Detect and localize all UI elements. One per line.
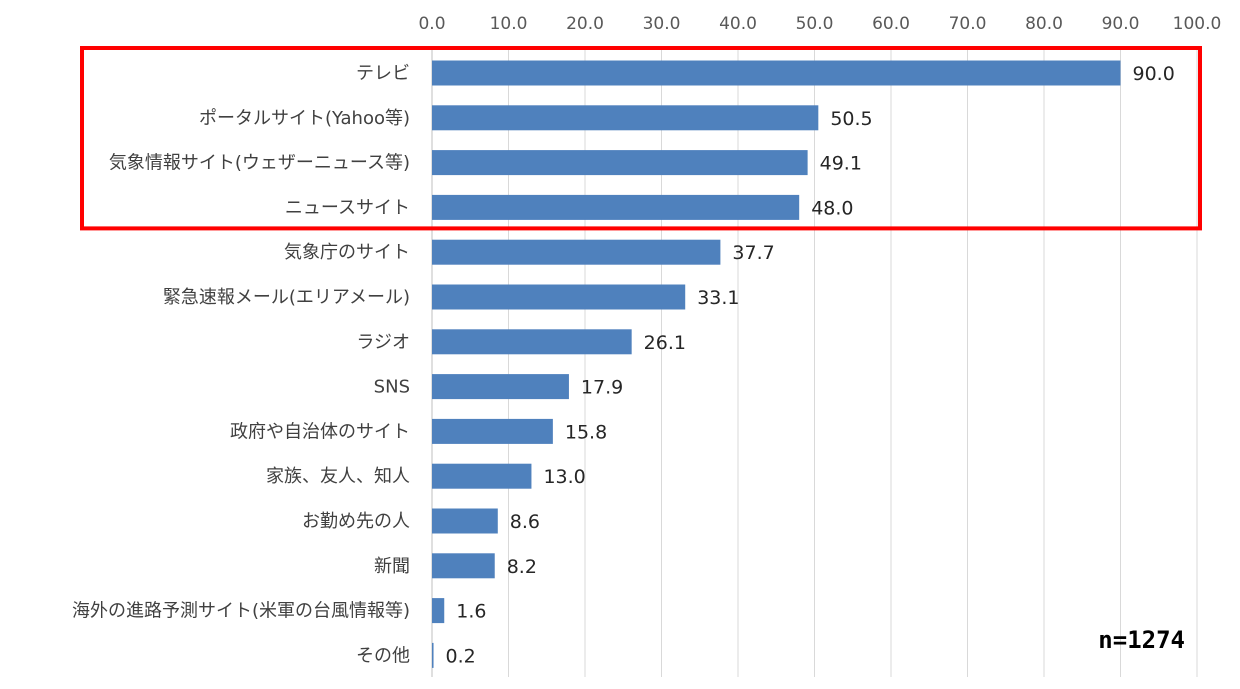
data-label: 26.1 (644, 332, 686, 354)
bar (432, 194, 800, 220)
data-label: 48.0 (811, 197, 853, 219)
x-tick-label: 70.0 (949, 14, 987, 34)
category-label: テレビ (356, 63, 410, 84)
x-axis-ticks: 0.0 10.0 20.0 30.0 40.0 50.0 60.0 70.0 80.0 90.0 1… (418, 14, 1221, 34)
x-tick-label: 100.0 (1173, 14, 1222, 34)
data-label: 13.0 (543, 466, 585, 488)
bar (432, 508, 498, 534)
category-label: その他 (356, 645, 410, 666)
data-label: 15.8 (565, 421, 607, 443)
category-label: ニュースサイト (285, 197, 410, 218)
x-tick-label: 0.0 (418, 14, 445, 34)
data-label: 1.6 (456, 601, 486, 623)
bars (432, 60, 1121, 668)
category-label: 海外の進路予測サイト(米軍の台風情報等) (72, 601, 410, 622)
category-label: お勤め先の人 (302, 511, 410, 532)
category-label: 新聞 (374, 556, 410, 577)
x-tick-label: 60.0 (872, 14, 910, 34)
bar (432, 60, 1121, 86)
bar (432, 239, 721, 265)
category-label: 家族、友人、知人 (266, 466, 410, 487)
bar (432, 284, 686, 310)
data-label: 17.9 (581, 377, 623, 399)
category-label: 緊急速報メール(エリアメール) (163, 287, 410, 308)
category-label: SNS (374, 377, 410, 398)
category-label: 政府や自治体のサイト (230, 421, 410, 442)
data-label: 33.1 (697, 287, 739, 309)
x-tick-label: 10.0 (490, 14, 528, 34)
data-label: 37.7 (732, 242, 774, 264)
bar (432, 418, 553, 444)
bar (432, 105, 819, 131)
bar (432, 553, 495, 579)
data-labels: 90.0 50.5 49.1 48.0 37.7 33.1 26.1 17.9 15.8 13.0… (446, 63, 1175, 667)
category-label: ラジオ (356, 332, 410, 353)
sample-size-annotation: n=1274 (1098, 626, 1185, 654)
bar (432, 374, 569, 400)
category-label: 気象庁のサイト (284, 242, 410, 263)
data-label: 49.1 (820, 153, 862, 175)
bar (432, 598, 445, 624)
x-tick-label: 30.0 (643, 14, 681, 34)
x-tick-label: 20.0 (566, 14, 604, 34)
data-label: 8.2 (507, 556, 537, 578)
x-tick-label: 80.0 (1025, 14, 1063, 34)
data-label: 8.6 (510, 511, 540, 533)
data-label: 90.0 (1133, 63, 1175, 85)
category-label: ポータルサイト(Yahoo等) (199, 108, 410, 129)
highlight-box (80, 46, 1202, 231)
bar (432, 642, 434, 668)
gridlines (431, 50, 1198, 677)
x-tick-label: 90.0 (1102, 14, 1140, 34)
category-label: 気象情報サイト(ウェザーニュース等) (109, 153, 410, 174)
data-label: 0.2 (446, 645, 476, 667)
bar (432, 463, 532, 489)
x-tick-label: 50.0 (796, 14, 834, 34)
data-label: 50.5 (830, 108, 872, 130)
x-tick-label: 40.0 (719, 14, 757, 34)
bar (432, 150, 808, 176)
bar (432, 329, 632, 355)
